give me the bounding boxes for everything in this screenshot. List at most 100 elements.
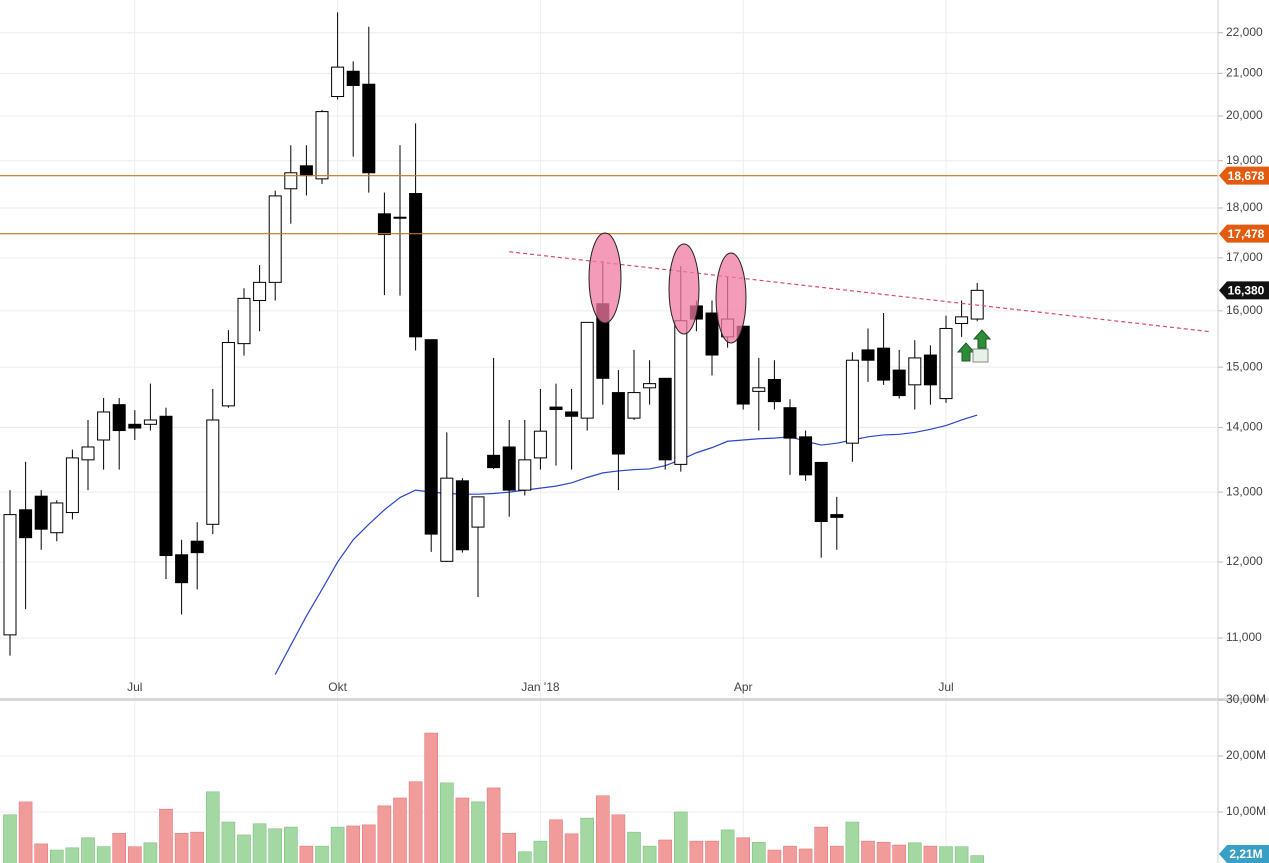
candle-body [81, 446, 95, 461]
volume-bar [939, 846, 953, 863]
volume-bar [783, 845, 797, 863]
candle-body [845, 359, 859, 444]
candle-body [502, 446, 516, 491]
candle-body [424, 339, 438, 535]
candle-body [237, 297, 251, 345]
volume-bar [221, 821, 236, 863]
candle-body [814, 461, 828, 523]
candle-body [253, 281, 267, 302]
candle-body [346, 70, 360, 86]
price-line-label: 17,478 [1228, 227, 1265, 241]
candle-body [331, 66, 345, 98]
candle-body [627, 392, 641, 419]
y-tick-label: 22,000 [1226, 25, 1263, 39]
x-tick-label: Okt [328, 680, 347, 694]
candle-body [830, 514, 844, 518]
y-tick-label: 15,000 [1226, 359, 1263, 373]
candle-body [128, 423, 142, 429]
volume-bar [439, 782, 454, 863]
volume-bar [876, 841, 891, 863]
volume-bar [206, 791, 220, 863]
volume-bar [595, 795, 610, 863]
trendline [509, 251, 1212, 333]
candle-body [34, 495, 48, 530]
candle-body [674, 320, 688, 465]
candle-body [923, 354, 937, 386]
candle-body [143, 419, 157, 425]
volume-bar [315, 845, 329, 863]
candle-body [565, 411, 579, 417]
candle-body [471, 496, 485, 528]
candle-body [939, 327, 953, 400]
last-volume-badge [1219, 845, 1269, 863]
volume-bar [736, 837, 751, 863]
signal-icon [972, 348, 989, 363]
price-line-label: 18,678 [1228, 169, 1265, 183]
volume-bar [49, 849, 64, 863]
candle-body [549, 406, 563, 411]
volume-bar [81, 837, 95, 863]
volume-bar [486, 787, 501, 863]
candle-body [159, 415, 173, 557]
candle-body [611, 392, 625, 455]
volume-bar [814, 826, 829, 863]
volume-bar [564, 833, 579, 863]
volume-bar [174, 832, 189, 863]
y-tick-label: 12,000 [1226, 554, 1263, 568]
candle-body [175, 554, 189, 584]
y-tick-label: 18,000 [1226, 200, 1263, 214]
volume-bar [128, 846, 142, 863]
candle-body [206, 419, 220, 525]
y-tick-label: 19,000 [1226, 153, 1263, 167]
candle-body [705, 312, 719, 356]
candle-body [377, 213, 391, 236]
candle-body [190, 540, 204, 554]
volume-bar [377, 805, 392, 863]
volume-bar [845, 821, 860, 863]
volume-bar [705, 840, 719, 863]
signal-arrow [956, 342, 976, 362]
highlight-ellipse [668, 243, 700, 335]
candle-body [767, 378, 781, 403]
candle-body [3, 514, 17, 636]
volume-bar [471, 801, 485, 863]
candle-body [783, 407, 797, 439]
volume-bar [829, 845, 844, 863]
y-tick-label: 11,000 [1226, 630, 1262, 644]
price-line-badge [1219, 224, 1269, 243]
candle-body [409, 193, 423, 338]
volume-bar [533, 840, 548, 863]
y-tick-label: 13,000 [1226, 484, 1263, 498]
volume-bar [954, 846, 969, 863]
volume-bar [3, 814, 17, 863]
volume-bar [346, 825, 361, 863]
last-price-label: 16,380 [1228, 283, 1265, 297]
volume-bar [393, 797, 407, 863]
annotations [588, 232, 992, 363]
y-tick-label: 17,000 [1226, 250, 1263, 264]
volume-bar [549, 819, 563, 863]
candle-body [221, 341, 235, 407]
candle-body [580, 321, 594, 419]
volume-bar [923, 845, 938, 863]
volume-bar [112, 832, 126, 863]
volume-bar [861, 840, 875, 863]
moving-average-line [274, 414, 978, 675]
marks: Jul Okt Jan '18 Apr Jul [0, 12, 1218, 863]
candle-body [65, 457, 79, 514]
volume-bar [455, 797, 470, 863]
candle-body [50, 502, 64, 534]
candle-body [440, 477, 454, 562]
candle-body [97, 411, 111, 441]
volume-bar [611, 814, 626, 863]
volume-bar [907, 842, 922, 863]
volume-bar [237, 834, 251, 863]
volume-bar [689, 840, 704, 863]
y-tick-label: 21,000 [1226, 66, 1263, 80]
highlight-ellipse [588, 232, 622, 324]
x-tick-label: Apr [734, 680, 753, 694]
volume-bar [408, 781, 423, 863]
volume-bar [143, 842, 158, 863]
